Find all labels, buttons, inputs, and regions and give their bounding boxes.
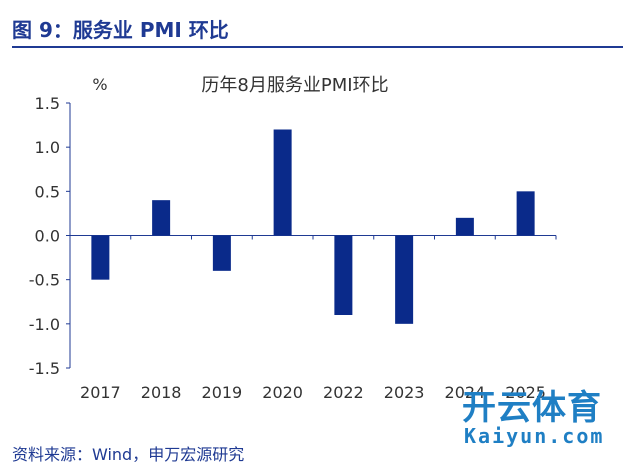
y-tick-label: 1.0 [35,138,60,157]
x-tick-label: 2018 [141,383,182,402]
y-tick-label: 1.5 [35,94,60,113]
bar-2023 [395,235,414,324]
y-tick-label: 0.0 [35,227,60,246]
x-tick-labels: 2017 2018 2019 2020 2022 2023 2024 2025 [80,383,546,402]
bar-2020 [273,129,292,236]
y-tick-label: -0.5 [29,271,60,290]
bar-2022 [334,235,353,315]
y-tick-label: -1.5 [29,359,60,378]
watermark-url: Kaiyun.com [464,424,605,448]
x-tick-label: 2023 [384,383,425,402]
figure-title: 图 9：服务业 PMI 环比 [12,18,229,42]
bar-chart: 历年8月服务业PMI环比 % 2017 2018 2019 2020 2022 2023 2… [29,75,557,402]
x-tick-label: 2025 [505,383,546,402]
x-tick-label: 2024 [445,383,486,402]
y-tick-label: 0.5 [35,182,60,201]
chart-title: 历年8月服务业PMI环比 [201,75,388,96]
bar-2019 [212,235,231,271]
watermark-brand: 开云体育 [462,388,602,428]
y-tick-labels: 1.5 1.0 0.5 0.0 -0.5 -1.0 -1.5 [29,94,60,378]
y-axis-label: % [92,75,107,94]
axes [66,102,557,369]
x-tick-label: 2020 [262,383,303,402]
title-rule [12,46,623,48]
x-tick-label: 2017 [80,383,121,402]
x-tick-label: 2019 [202,383,243,402]
bar-2025 [516,191,535,236]
y-tick-label: -1.0 [29,315,60,334]
bars [91,129,535,324]
source-note: 资料来源：Wind，申万宏源研究 [12,445,245,464]
x-tick-label: 2022 [323,383,364,402]
bar-2018 [152,200,171,236]
bar-2024 [455,217,474,236]
bar-2017 [91,235,110,280]
